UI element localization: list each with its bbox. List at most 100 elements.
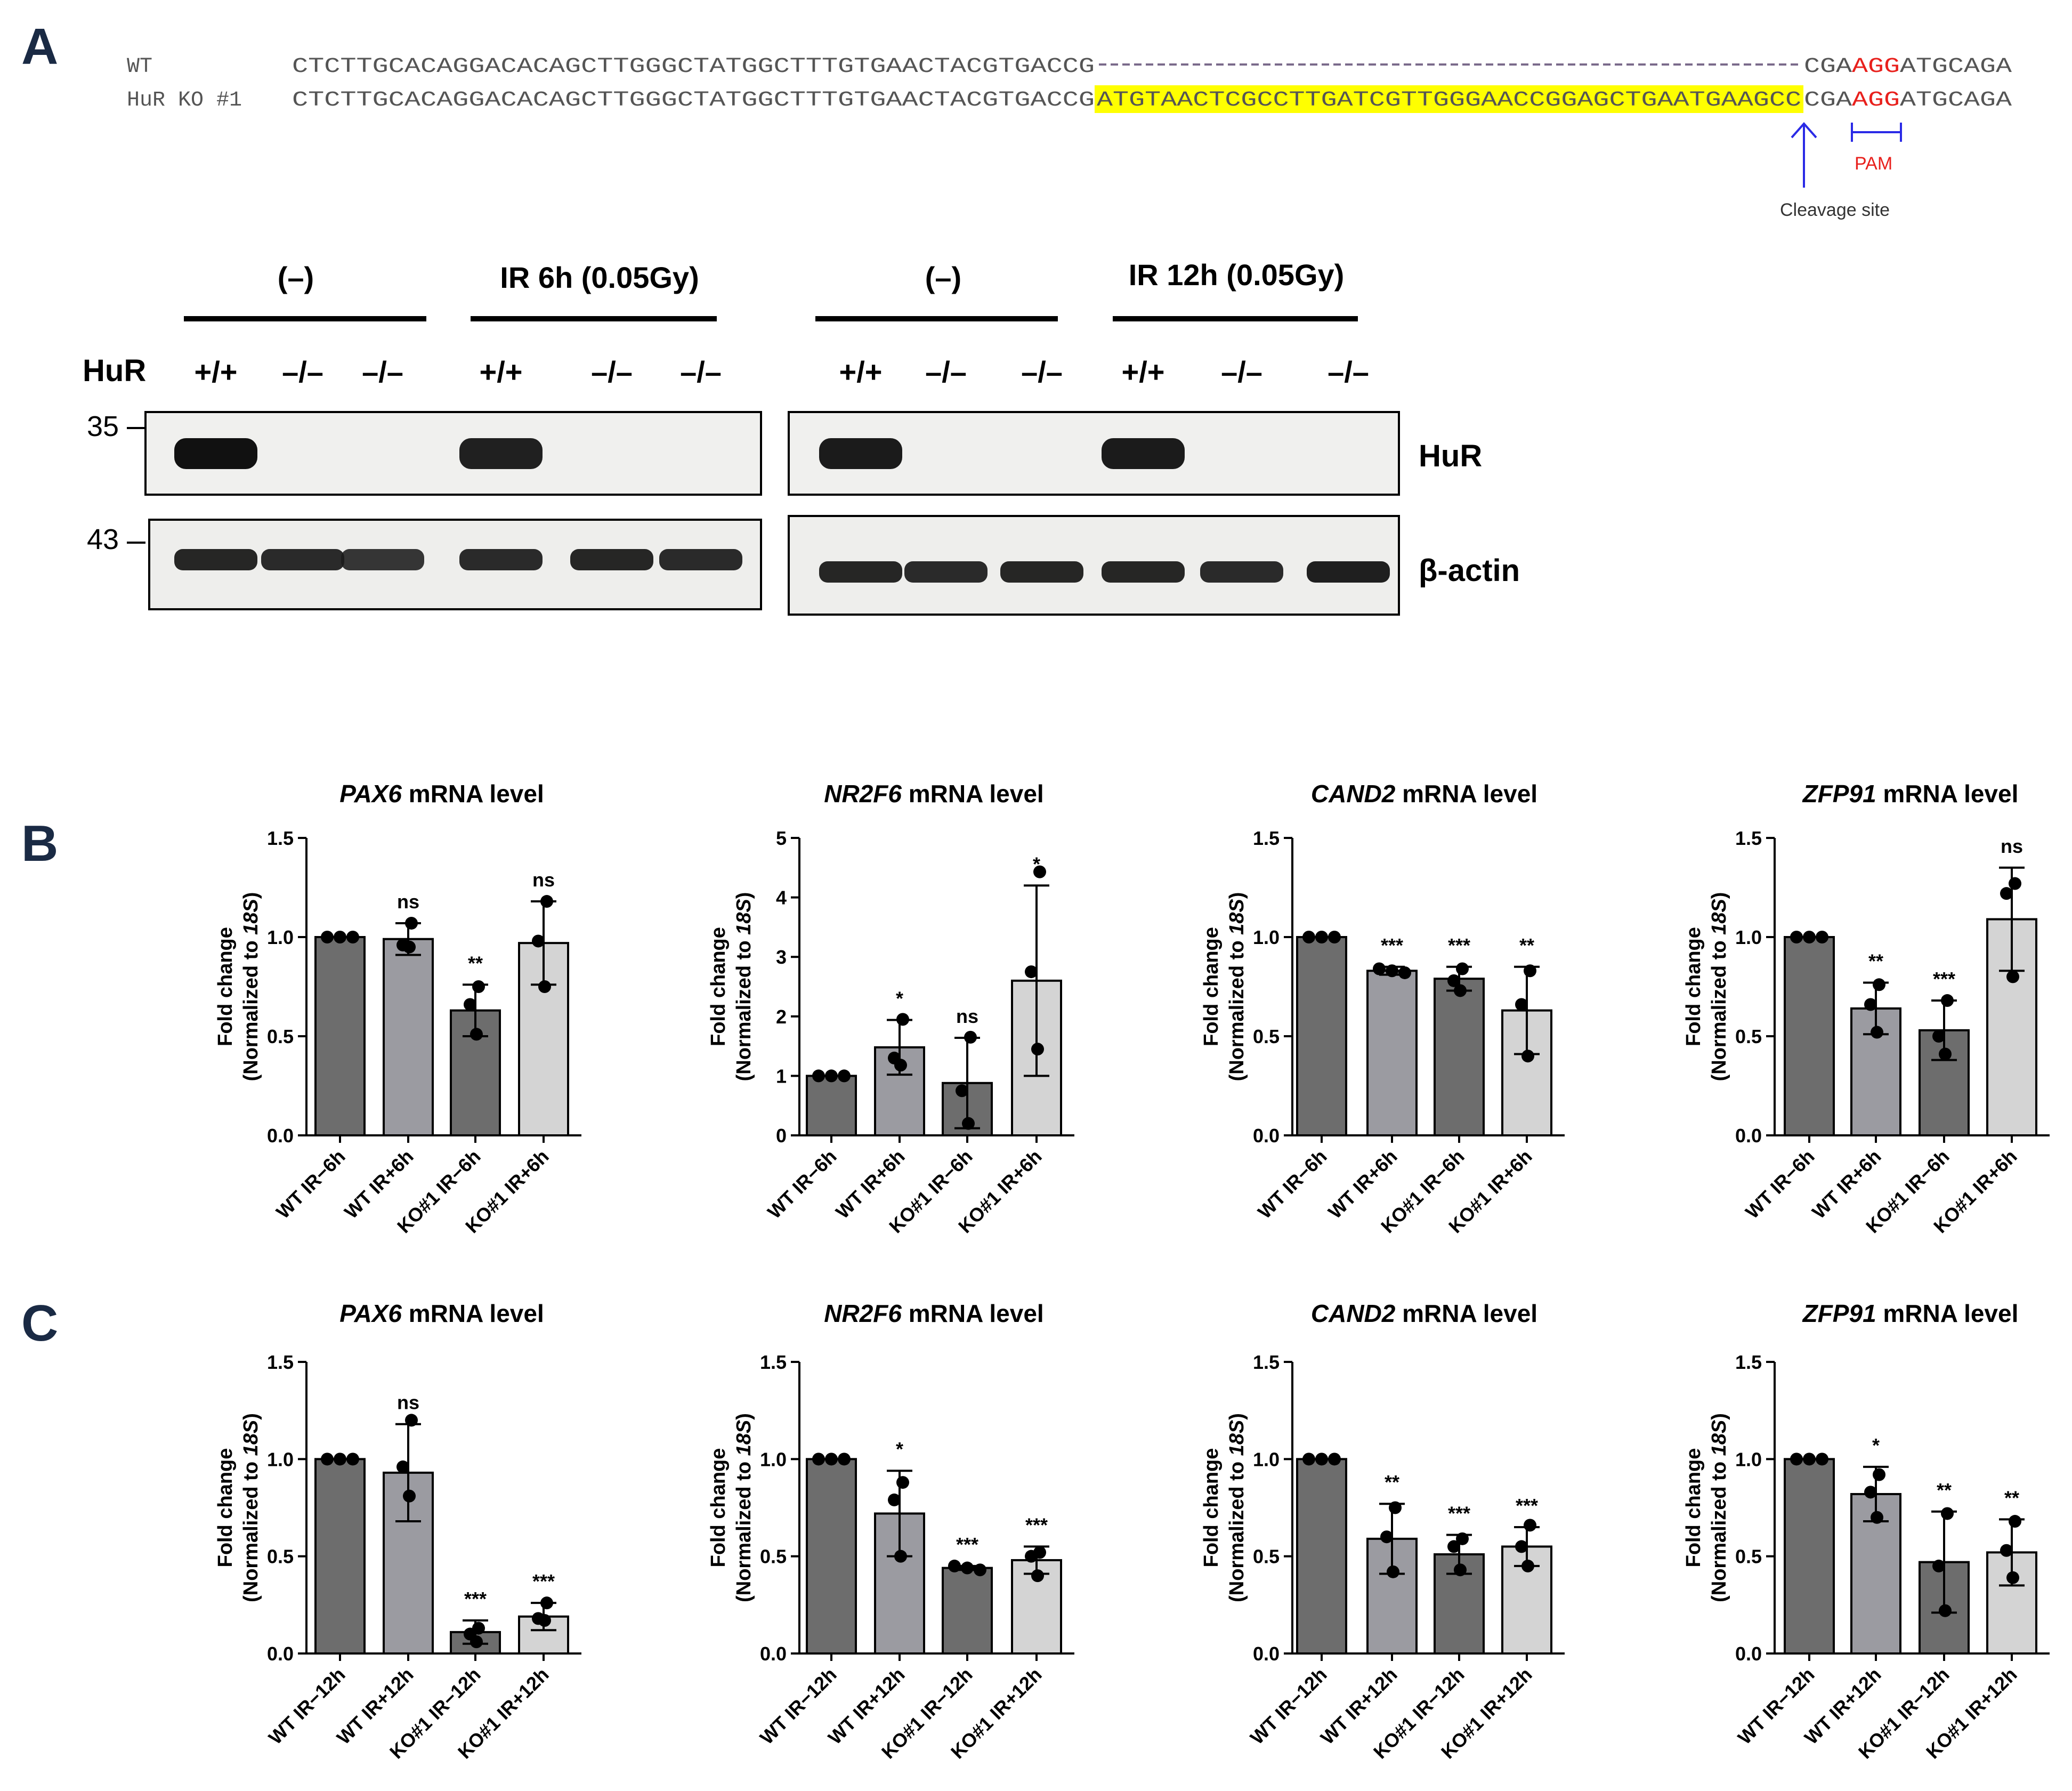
data-point (1871, 1026, 1883, 1039)
wt-sequence-prefix: CTCTTGCACAGGACACAGCTTGGGCTATGGCTTTGTGAAC… (292, 55, 1095, 79)
y-axis-label: Fold change (Normalized to 18S) (1682, 1413, 1730, 1602)
significance-label: ns (397, 891, 419, 913)
genotype-label: –/– (591, 355, 633, 389)
bar-chart: ZFP91 mRNA level Fold change (Normalized t… (1682, 1300, 2050, 1763)
y-tick-label: 1.5 (1735, 827, 1762, 849)
chart-title-rest: mRNA level (402, 1300, 544, 1327)
data-point (1939, 1604, 1952, 1617)
data-point (321, 1453, 334, 1466)
y-axis-label-close: ) (1708, 892, 1730, 899)
y-tick-label: 0.0 (760, 1643, 787, 1665)
bar-chart: CAND2 mRNA level Fold change (Normalized t… (1200, 780, 1565, 1237)
data-point (470, 1635, 483, 1649)
data-point (1941, 994, 1954, 1007)
significance-label: * (896, 987, 903, 1009)
significance-label: ** (1385, 1471, 1399, 1493)
y-tick-label: 1.5 (760, 1351, 787, 1373)
data-point (894, 1059, 907, 1072)
y-axis-label-italic: 18S (1226, 1420, 1248, 1456)
genotype-label: –/– (925, 355, 967, 389)
chart-title-gene: CAND2 (1311, 780, 1396, 808)
data-point (1524, 964, 1536, 978)
significance-label: ns (397, 1392, 419, 1414)
y-tick-label: 0.5 (760, 1546, 787, 1568)
data-point (825, 1453, 838, 1466)
band-label-hur: HuR (1419, 439, 1482, 473)
y-axis-label-italic: 18S (240, 1420, 262, 1456)
actin-band (570, 549, 653, 570)
data-point (403, 940, 416, 954)
bar (942, 1567, 993, 1655)
ko-suffix-pre: CGA (1804, 88, 1852, 112)
bar (383, 938, 434, 1136)
data-point (812, 1453, 825, 1466)
wt-suffix-post: ATGCAGA (1900, 55, 2012, 79)
chart-title: NR2F6 mRNA level (824, 780, 1043, 808)
y-axis-label-line1: Fold change (1682, 927, 1705, 1046)
blot-group-label-1: (–) (278, 261, 314, 294)
significance-label: *** (1448, 1503, 1470, 1524)
y-axis-label-line1: Fold change (214, 1448, 237, 1568)
blot-group-label-4: IR 12h (0.05Gy) (1129, 258, 1345, 292)
y-tick-label: 1.0 (1735, 1448, 1762, 1470)
y-tick-label: 1.5 (1253, 827, 1280, 849)
y-tick-label: 0.0 (1735, 1643, 1762, 1665)
y-tick-label: 1.0 (1253, 1448, 1280, 1470)
y-tick-label: 0.0 (1253, 1125, 1280, 1147)
data-point (472, 980, 485, 993)
data-point (321, 931, 334, 943)
y-axis-label-line2: (Normalized to (733, 935, 755, 1081)
data-point (1447, 1540, 1460, 1553)
data-point (1790, 1453, 1803, 1466)
y-tick-label: 1.5 (1735, 1351, 1762, 1373)
data-point (1387, 1565, 1399, 1578)
actin-band (261, 549, 344, 570)
data-point (540, 1596, 553, 1610)
significance-label: *** (1516, 1495, 1538, 1516)
data-point (1515, 998, 1528, 1011)
data-point (896, 1013, 909, 1026)
y-axis-label-line1: Fold change (214, 927, 237, 1046)
bar (1986, 1551, 2037, 1655)
wt-pam-seq: AGG (1852, 55, 1900, 79)
bar-chart: NR2F6 mRNA level Fold change (Normalized t… (707, 1300, 1074, 1763)
cleavage-arrow-icon (1791, 122, 1817, 188)
chart-title-gene: ZFP91 (1802, 780, 1876, 808)
data-point (1816, 1453, 1828, 1466)
y-axis-label-italic: 18S (1226, 899, 1248, 935)
genotype-label: +/+ (839, 355, 883, 389)
y-axis-label-close: ) (240, 1413, 262, 1420)
blot-group-label-3: (–) (925, 261, 961, 294)
western-blot: (–) IR 6h (0.05Gy) (–) IR 12h (0.05Gy) H… (83, 258, 1520, 616)
chart-title-gene: PAX6 (339, 780, 402, 808)
y-axis-label-line1: Fold change (1200, 1448, 1223, 1568)
ko-insert-sequence: ATGTAACTCGCCTTGATCGTTGGGAACCGGAGCTGAATGA… (1097, 88, 1801, 112)
data-point (1454, 1563, 1467, 1577)
y-axis-label-close: ) (1226, 1413, 1248, 1420)
cleavage-site-label: Cleavage site (1780, 200, 1890, 220)
bar (1296, 936, 1347, 1136)
hur-band (1102, 438, 1185, 469)
genotype-label: –/– (1221, 355, 1262, 389)
bar (1366, 970, 1418, 1136)
significance-label: *** (1448, 934, 1470, 956)
data-point (1328, 1453, 1341, 1466)
actin-band (174, 549, 257, 570)
pam-label: PAM (1855, 154, 1892, 174)
data-point (405, 1414, 418, 1427)
data-point (334, 931, 346, 943)
y-axis-label: Fold change (Normalized to 18S) (1200, 1413, 1248, 1602)
significance-label: ns (2001, 835, 2023, 857)
wt-row-label: WT (127, 55, 152, 79)
data-point (1315, 931, 1328, 943)
y-tick-label: 1 (776, 1065, 787, 1087)
actin-band (659, 549, 742, 570)
y-axis-label-line2: (Normalized to (733, 1456, 755, 1602)
actin-band (1200, 561, 1283, 583)
actin-band (341, 549, 424, 570)
actin-band (1307, 561, 1390, 583)
actin-band (904, 561, 988, 583)
chart-title-rest: mRNA level (1395, 1300, 1537, 1327)
y-axis-label-italic: 18S (1708, 1420, 1730, 1456)
data-point (948, 1559, 961, 1572)
